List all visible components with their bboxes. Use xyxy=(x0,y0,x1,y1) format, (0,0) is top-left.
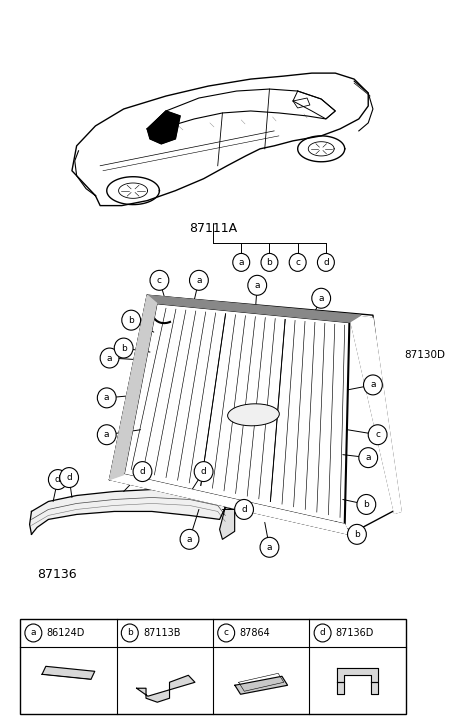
Circle shape xyxy=(150,270,169,290)
Circle shape xyxy=(248,276,267,295)
Polygon shape xyxy=(371,682,378,694)
Circle shape xyxy=(233,254,250,271)
Polygon shape xyxy=(137,675,195,702)
Bar xyxy=(20,619,406,714)
Text: d: d xyxy=(320,628,325,638)
Circle shape xyxy=(314,624,331,642)
Text: b: b xyxy=(354,530,360,539)
Polygon shape xyxy=(30,489,225,534)
Circle shape xyxy=(97,388,116,408)
Polygon shape xyxy=(42,667,95,679)
Text: a: a xyxy=(196,276,202,285)
Text: a: a xyxy=(31,628,36,638)
Text: 87113B: 87113B xyxy=(143,628,180,638)
Circle shape xyxy=(260,537,279,558)
Polygon shape xyxy=(337,682,344,694)
Text: b: b xyxy=(266,258,272,267)
Text: d: d xyxy=(201,467,207,476)
Circle shape xyxy=(100,348,119,368)
Text: c: c xyxy=(375,430,380,439)
Text: a: a xyxy=(370,380,376,390)
Polygon shape xyxy=(349,316,401,513)
Circle shape xyxy=(357,494,376,515)
Text: b: b xyxy=(128,316,134,325)
Text: d: d xyxy=(241,505,247,514)
Text: a: a xyxy=(107,353,112,363)
Circle shape xyxy=(312,289,331,308)
Polygon shape xyxy=(235,676,288,694)
Text: d: d xyxy=(66,473,72,482)
Circle shape xyxy=(234,499,253,519)
Text: b: b xyxy=(364,500,369,509)
Circle shape xyxy=(368,425,387,445)
Ellipse shape xyxy=(228,403,279,426)
Circle shape xyxy=(49,470,67,489)
Polygon shape xyxy=(147,111,180,144)
Circle shape xyxy=(347,524,366,545)
Text: 87136: 87136 xyxy=(37,568,77,581)
Text: a: a xyxy=(267,543,272,552)
Circle shape xyxy=(180,529,199,550)
Text: 87864: 87864 xyxy=(239,628,270,638)
Circle shape xyxy=(60,467,78,488)
Text: c: c xyxy=(224,628,229,638)
Circle shape xyxy=(114,338,133,358)
Circle shape xyxy=(133,462,152,481)
Circle shape xyxy=(25,624,42,642)
Circle shape xyxy=(122,310,140,330)
Polygon shape xyxy=(109,295,157,480)
Text: a: a xyxy=(319,294,324,302)
Circle shape xyxy=(364,375,382,395)
Text: c: c xyxy=(295,258,300,267)
Text: a: a xyxy=(187,535,192,544)
Polygon shape xyxy=(337,668,378,682)
Text: a: a xyxy=(104,393,109,402)
Circle shape xyxy=(194,462,213,481)
Text: 87130D: 87130D xyxy=(404,350,445,360)
Text: a: a xyxy=(238,258,244,267)
Text: 87136D: 87136D xyxy=(336,628,374,638)
Text: b: b xyxy=(121,344,126,353)
Text: c: c xyxy=(157,276,162,285)
Circle shape xyxy=(261,254,278,271)
Polygon shape xyxy=(220,507,234,539)
Circle shape xyxy=(122,624,138,642)
Circle shape xyxy=(317,254,334,271)
Text: b: b xyxy=(127,628,133,638)
Text: d: d xyxy=(55,475,61,484)
Text: a: a xyxy=(365,453,371,462)
Polygon shape xyxy=(147,295,361,322)
Circle shape xyxy=(97,425,116,445)
Circle shape xyxy=(289,254,306,271)
Circle shape xyxy=(189,270,208,290)
Circle shape xyxy=(218,624,234,642)
Polygon shape xyxy=(109,475,349,534)
Text: d: d xyxy=(140,467,145,476)
Text: a: a xyxy=(255,281,260,290)
Text: d: d xyxy=(323,258,329,267)
Text: 86124D: 86124D xyxy=(46,628,85,638)
Text: a: a xyxy=(104,430,109,439)
Text: 87111A: 87111A xyxy=(189,222,237,235)
Circle shape xyxy=(359,448,378,467)
